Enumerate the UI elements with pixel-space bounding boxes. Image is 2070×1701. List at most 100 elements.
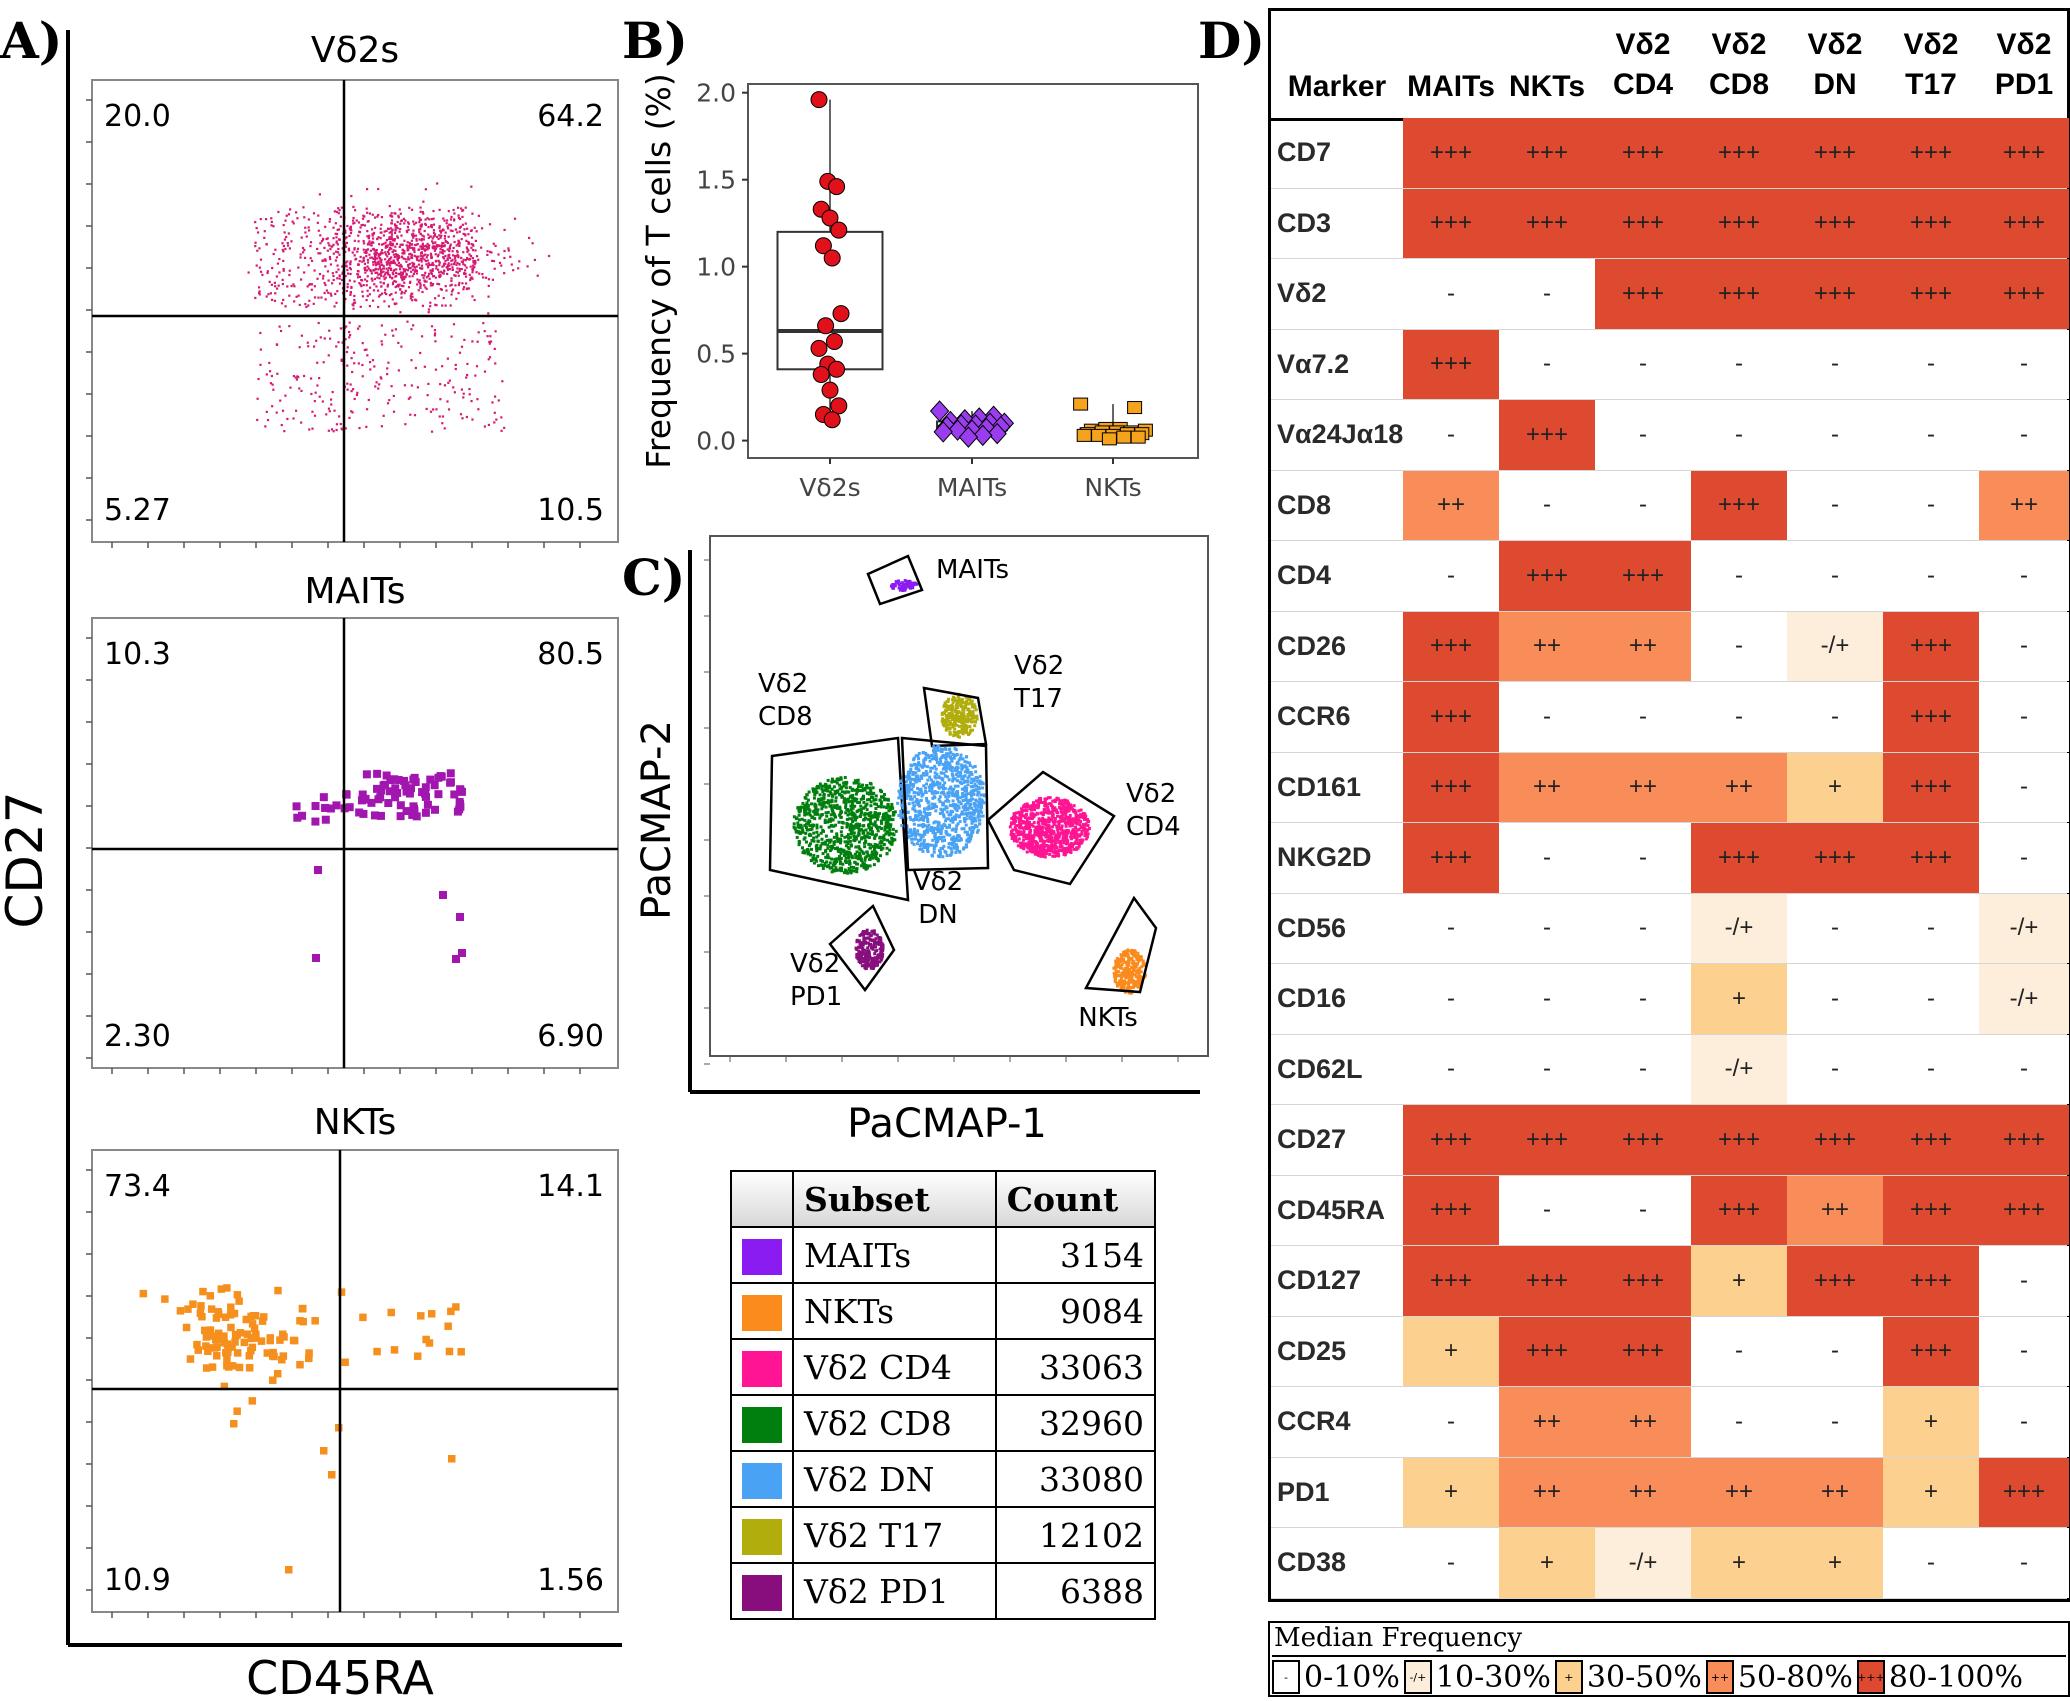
- cluster-dot: [1083, 831, 1087, 835]
- event-dot: [412, 324, 415, 327]
- event-dot: [406, 245, 410, 248]
- event-dot: [298, 346, 301, 349]
- event-dot: [376, 237, 379, 240]
- cluster-dot: [1012, 832, 1016, 836]
- cluster-dot: [827, 863, 831, 867]
- event-dot: [392, 253, 396, 256]
- event-dot: [432, 242, 435, 245]
- event-dot: [335, 232, 339, 236]
- event-dot: [425, 263, 428, 266]
- cluster-dot: [953, 727, 957, 731]
- cluster-dot: [1062, 829, 1066, 833]
- event-dot: [365, 298, 368, 302]
- cluster-dot: [897, 814, 901, 818]
- cluster-dot: [1084, 822, 1088, 826]
- cluster-dot: [937, 775, 941, 779]
- event-dot: [284, 247, 287, 251]
- event-dot: [295, 378, 299, 381]
- event-dot: [335, 236, 338, 239]
- event-dot: [422, 212, 425, 215]
- cluster-dot: [848, 824, 852, 828]
- cluster-dot: [925, 796, 929, 800]
- cluster-dot: [1050, 832, 1054, 836]
- event-dot: [358, 275, 362, 278]
- cluster-dot: [1018, 832, 1022, 836]
- event-dot: [303, 216, 306, 219]
- event-dot: [427, 244, 430, 247]
- cluster-dot: [806, 820, 810, 824]
- cluster-dot: [955, 765, 959, 769]
- cluster-dot: [1046, 838, 1050, 842]
- cluster-dot: [904, 790, 908, 794]
- cluster-dot: [917, 839, 921, 843]
- event-dot: [426, 394, 429, 397]
- cluster-dot: [807, 811, 811, 815]
- event-dot: [426, 254, 429, 257]
- cluster-dot: [844, 856, 848, 860]
- event-dot: [399, 273, 402, 276]
- event-dot: [417, 248, 420, 251]
- event-dot: [397, 255, 400, 258]
- event-dot: [310, 283, 314, 286]
- event-dot: [416, 278, 419, 281]
- cluster-dot: [809, 859, 813, 863]
- cluster-dot: [1068, 814, 1072, 818]
- event-dot: [391, 271, 394, 275]
- cluster-dot: [1078, 823, 1082, 827]
- cluster-dot: [950, 706, 954, 710]
- cluster-dot: [980, 800, 984, 804]
- event-dot: [431, 282, 435, 286]
- cluster-dot: [838, 859, 842, 863]
- event-dot: [402, 285, 405, 288]
- event-dot: [458, 244, 461, 247]
- cluster-dot: [828, 790, 832, 794]
- cluster-dot: [830, 787, 834, 791]
- cluster-dot: [909, 763, 913, 767]
- event-dot: [472, 259, 475, 263]
- event-dot: [353, 254, 356, 257]
- cluster-dot: [913, 808, 917, 812]
- cluster-dot: [1058, 799, 1062, 803]
- event-dot: [448, 264, 451, 267]
- cluster-dot: [909, 586, 913, 590]
- event-dot: [441, 241, 444, 245]
- cluster-dot: [949, 751, 953, 755]
- event-dot: [236, 1329, 245, 1337]
- cluster-dot: [960, 767, 964, 771]
- event-dot: [383, 278, 386, 281]
- cluster-dot: [847, 836, 851, 840]
- event-dot: [361, 260, 364, 263]
- event-dot: [388, 237, 391, 241]
- cluster-dot: [1074, 840, 1078, 844]
- cluster-dot: [865, 834, 869, 838]
- cluster-dot: [804, 796, 808, 800]
- cluster-dot: [1021, 821, 1025, 825]
- cluster-dot: [967, 761, 971, 765]
- cluster-dot: [967, 733, 971, 737]
- event-dot: [317, 252, 320, 255]
- cluster-dot: [871, 844, 875, 848]
- flow-plot-frame: [91, 79, 619, 543]
- cluster-dot: [956, 822, 960, 826]
- cluster-dot: [906, 831, 910, 835]
- event-dot: [465, 373, 469, 377]
- cluster-dot: [1062, 839, 1066, 843]
- cluster-dot: [952, 723, 956, 727]
- data-point: [817, 317, 835, 335]
- event-dot: [387, 227, 390, 231]
- cluster-dot: [863, 865, 867, 869]
- cluster-dot: [815, 826, 819, 830]
- event-dot: [531, 242, 534, 245]
- cluster-dot: [813, 804, 817, 808]
- event-dot: [410, 359, 413, 362]
- event-dot: [282, 267, 285, 271]
- cluster-dot: [921, 823, 925, 827]
- cluster-dot: [1060, 824, 1064, 828]
- event-dot: [318, 273, 322, 276]
- event-dot: [447, 1307, 455, 1316]
- event-dot: [282, 244, 286, 248]
- cluster-dot: [1076, 846, 1080, 850]
- cluster-dot: [931, 854, 935, 858]
- event-dot: [303, 256, 307, 260]
- cluster-dot: [969, 802, 973, 806]
